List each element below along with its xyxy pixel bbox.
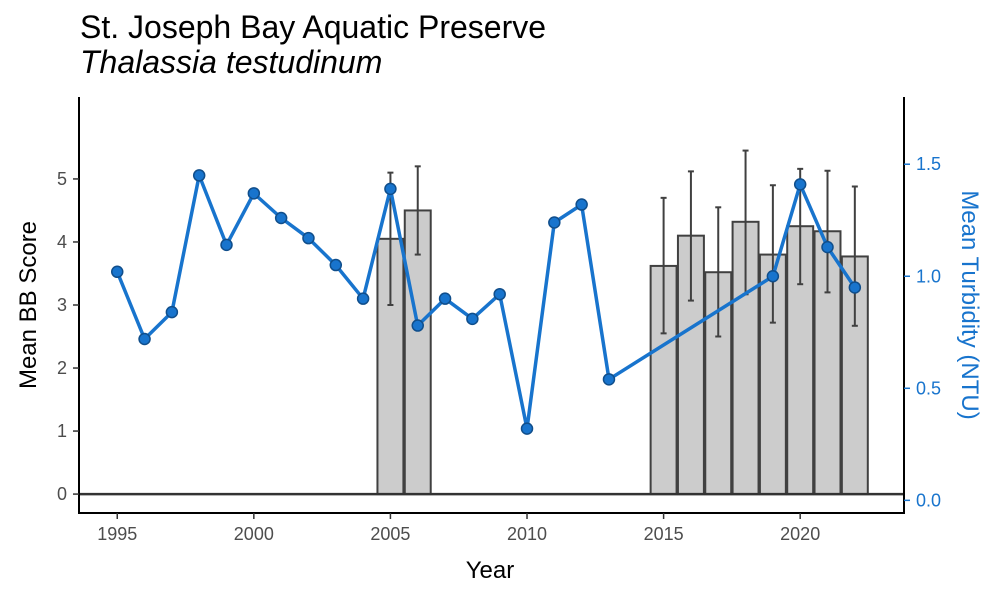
error-bar-2017 bbox=[715, 206, 722, 338]
turbidity-point-2020 bbox=[793, 178, 807, 191]
y2-axis-ticks: 0.0 0.5 1.0 1.5 bbox=[904, 154, 941, 510]
error-bar-2021 bbox=[824, 169, 831, 294]
y2-tick-label: 1.5 bbox=[916, 154, 941, 174]
turbidity-point-2011 bbox=[548, 216, 561, 229]
turbidity-point-1998 bbox=[192, 169, 206, 182]
error-bar-2006 bbox=[414, 165, 421, 256]
turbidity-point-2000 bbox=[247, 187, 261, 200]
turbidity-point-2003 bbox=[329, 258, 343, 272]
turbidity-point-2001 bbox=[274, 211, 288, 225]
chart-title: St. Joseph Bay Aquatic Preserve bbox=[80, 9, 547, 45]
turbidity-point-1995 bbox=[110, 265, 124, 279]
x-axis-title: Year bbox=[466, 557, 515, 584]
error-bar-2015 bbox=[660, 196, 667, 335]
y-tick-label: 0 bbox=[57, 484, 67, 504]
turbidity-point-2005 bbox=[384, 182, 397, 196]
turbidity-points-layer bbox=[110, 169, 862, 435]
y-tick-label: 4 bbox=[57, 232, 67, 252]
y-tick-label: 1 bbox=[57, 421, 67, 441]
y-tick-label: 5 bbox=[57, 169, 67, 189]
y-tick-label: 2 bbox=[57, 358, 67, 378]
x-tick-label: 2020 bbox=[780, 524, 820, 544]
turbidity-point-1999 bbox=[220, 238, 233, 252]
x-tick-label: 1995 bbox=[97, 524, 137, 544]
x-tick-label: 2000 bbox=[234, 524, 274, 544]
error-bar-2016 bbox=[687, 170, 694, 302]
turbidity-point-2007 bbox=[438, 292, 452, 305]
y-tick-label: 3 bbox=[57, 295, 67, 315]
chart-subtitle: Thalassia testudinum bbox=[80, 44, 383, 80]
x-axis-ticks: 1995 2000 2005 2010 2015 2020 bbox=[97, 513, 820, 544]
turbidity-point-2013 bbox=[602, 373, 616, 386]
y2-axis-title: Mean Turbidity (NTU) bbox=[956, 190, 983, 419]
x-tick-label: 2010 bbox=[507, 524, 547, 544]
turbidity-point-2022 bbox=[848, 281, 862, 294]
bars-layer bbox=[376, 209, 869, 496]
turbidity-point-1996 bbox=[138, 332, 151, 346]
y-axis-ticks: 0 1 2 3 4 5 bbox=[57, 169, 79, 504]
turbidity-point-2012 bbox=[575, 198, 588, 211]
y2-tick-label: 0.0 bbox=[916, 490, 941, 510]
turbidity-point-2010 bbox=[520, 422, 534, 435]
turbidity-point-2019 bbox=[766, 270, 780, 283]
turbidity-point-2021 bbox=[821, 240, 834, 254]
turbidity-point-2006 bbox=[411, 319, 424, 332]
x-tick-label: 2015 bbox=[644, 524, 684, 544]
x-tick-label: 2005 bbox=[370, 524, 410, 544]
y-axis-title: Mean BB Score bbox=[15, 221, 42, 389]
error-bar-2022 bbox=[851, 185, 858, 327]
error-bar-2019 bbox=[769, 184, 776, 324]
y2-tick-label: 0.5 bbox=[916, 378, 941, 398]
turbidity-point-2009 bbox=[493, 287, 506, 301]
y2-tick-label: 1.0 bbox=[916, 266, 941, 286]
turbidity-point-2004 bbox=[356, 292, 370, 305]
turbidity-point-1997 bbox=[165, 305, 179, 319]
turbidity-point-2008 bbox=[466, 312, 479, 326]
turbidity-point-2002 bbox=[302, 231, 315, 245]
bar-2006 bbox=[403, 209, 432, 496]
